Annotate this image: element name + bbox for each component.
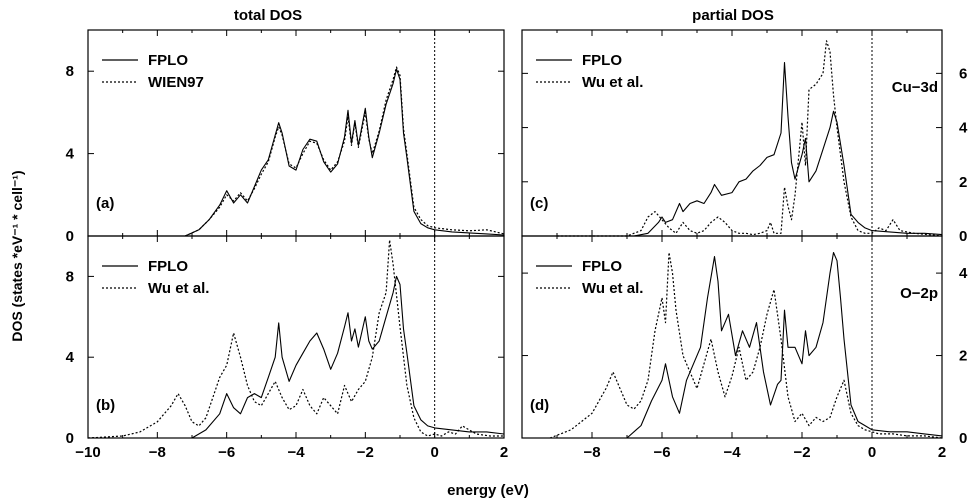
series-line-fplo (633, 61, 943, 237)
x-tick-label: 2 (500, 444, 508, 461)
panel-b: −10 −8 −6 −4 −2 0 2 0 4 8 FPLO Wu et al. (b) (66, 235, 508, 461)
x-tick-label: 0 (868, 444, 876, 461)
orbital-annotation: Cu−3d (892, 79, 938, 96)
legend-label: FPLO (582, 258, 622, 275)
x-tick-label: 0 (430, 444, 438, 461)
panel-a: 0 4 8 FPLO WIEN97 (a) (66, 29, 505, 245)
x-tick-label: −8 (149, 444, 166, 461)
x-tick-label: −4 (723, 444, 741, 461)
panel-label: (b) (96, 397, 115, 414)
y-tick-label: 8 (66, 63, 74, 80)
y-tick-label: 4 (959, 265, 968, 282)
y-axis-label: DOS (states *eV⁻¹ * cell⁻¹) (9, 170, 25, 341)
series-line-wu-et-al (557, 40, 943, 237)
x-axis-label: energy (eV) (447, 482, 529, 499)
y-tick-label: 0 (959, 430, 967, 447)
column-title-total: total DOS (234, 7, 302, 24)
series-line-wu-et-al (87, 239, 504, 439)
legend-label: Wu et al. (148, 280, 209, 297)
legend-label: FPLO (582, 52, 622, 69)
x-tick-label: −10 (75, 444, 100, 461)
x-tick-label: −2 (357, 444, 374, 461)
series-line-fplo (191, 275, 505, 439)
series-line-fplo (184, 68, 505, 237)
legend-label: Wu et al. (582, 74, 643, 91)
x-tick-label: −6 (218, 444, 235, 461)
x-tick-label: 2 (938, 444, 946, 461)
legend-label: FPLO (148, 258, 188, 275)
series-line-wu-et-al (549, 251, 943, 439)
y-tick-label: 0 (66, 430, 74, 447)
series-line-wien97 (184, 66, 505, 237)
y-tick-label: 2 (959, 348, 967, 365)
x-tick-label: −6 (653, 444, 670, 461)
legend-label: Wu et al. (582, 280, 643, 297)
y-tick-label: 0 (66, 228, 74, 245)
panel-c: 0 2 4 6 FPLO Wu et al. (c) Cu−3d (521, 29, 968, 245)
y-tick-label: 8 (66, 268, 74, 285)
y-tick-label: 4 (66, 146, 75, 163)
y-tick-label: 4 (959, 120, 968, 137)
orbital-annotation: O−2p (900, 285, 938, 302)
panel-label: (d) (530, 397, 549, 414)
panel-label: (a) (96, 195, 114, 212)
x-tick-label: −4 (287, 444, 305, 461)
x-tick-label: −2 (793, 444, 810, 461)
legend-label: WIEN97 (148, 74, 204, 91)
legend-label: FPLO (148, 52, 188, 69)
series-line-fplo (626, 251, 943, 439)
x-tick-label: −8 (583, 444, 600, 461)
panel-label: (c) (530, 195, 548, 212)
column-title-partial: partial DOS (692, 7, 774, 24)
y-tick-label: 6 (959, 65, 967, 82)
y-tick-label: 4 (66, 349, 75, 366)
y-tick-label: 2 (959, 174, 967, 191)
y-tick-label: 0 (959, 228, 967, 245)
